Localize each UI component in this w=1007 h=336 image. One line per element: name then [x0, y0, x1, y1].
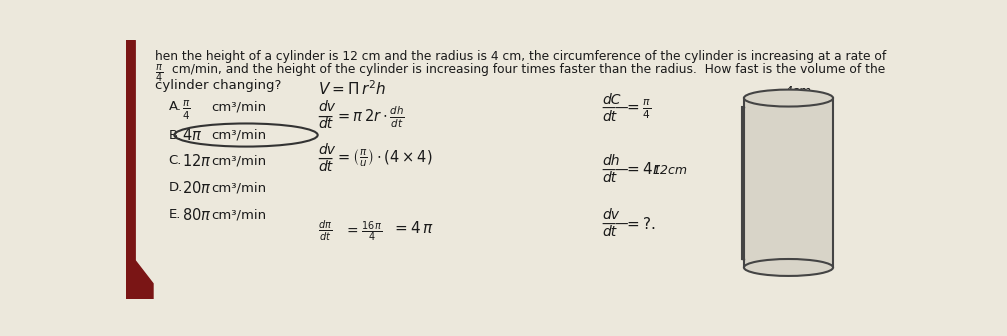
Text: $= 4\,\pi$: $= 4\,\pi$ [392, 220, 434, 236]
Text: E.: E. [168, 208, 181, 221]
Text: $20\pi$: $20\pi$ [182, 180, 212, 196]
Text: $12\pi$: $12\pi$ [182, 153, 212, 169]
Text: $= ?.$: $= ?.$ [624, 216, 657, 232]
Text: $80\pi$: $80\pi$ [182, 207, 212, 223]
Text: ——: —— [601, 217, 628, 232]
Text: $4\pi$: $4\pi$ [182, 127, 202, 143]
Text: —: — [317, 151, 332, 166]
Text: 12cm: 12cm [653, 164, 688, 176]
Text: $\frac{d\pi}{dt}$: $\frac{d\pi}{dt}$ [318, 219, 332, 243]
Text: dt: dt [602, 171, 616, 185]
Text: cm³/min: cm³/min [211, 129, 266, 142]
Text: $= 4r$: $= 4r$ [624, 161, 662, 177]
Text: $= \pi\, 2r \cdot \frac{dh}{dt}$: $= \pi\, 2r \cdot \frac{dh}{dt}$ [335, 105, 405, 130]
Text: cm³/min: cm³/min [211, 154, 266, 167]
Text: $= \frac{16\,\pi}{4}$: $= \frac{16\,\pi}{4}$ [343, 220, 383, 244]
Text: dt: dt [602, 225, 616, 239]
Ellipse shape [744, 259, 833, 276]
Text: C.: C. [168, 154, 182, 167]
Text: cm³/min: cm³/min [211, 208, 266, 221]
Text: dt: dt [602, 111, 616, 124]
Text: $V = \Pi\, r^2 h$: $V = \Pi\, r^2 h$ [318, 79, 386, 97]
Text: $\frac{\pi}{4}$: $\frac{\pi}{4}$ [182, 99, 191, 122]
Text: —: — [317, 109, 332, 124]
Text: B.: B. [168, 129, 181, 142]
Text: $= \frac{\pi}{4}$: $= \frac{\pi}{4}$ [624, 97, 652, 121]
Text: dC: dC [602, 93, 621, 107]
Text: D.: D. [168, 181, 182, 194]
Bar [744, 98, 833, 267]
Text: dt: dt [318, 160, 332, 174]
Polygon shape [126, 40, 153, 299]
Text: ——: —— [601, 102, 628, 116]
Text: dv: dv [318, 143, 335, 157]
Text: dv: dv [602, 208, 619, 222]
Text: $= \left(\frac{\pi}{u}\right) \cdot (4 \times 4)$: $= \left(\frac{\pi}{u}\right) \cdot (4 \… [335, 148, 433, 169]
Text: cylinder changing?: cylinder changing? [155, 79, 282, 92]
Text: A.: A. [168, 100, 181, 113]
Text: dv: dv [318, 100, 335, 114]
Text: dt: dt [318, 117, 332, 131]
Text: cm³/min: cm³/min [211, 181, 266, 194]
Ellipse shape [744, 90, 833, 107]
Text: $\frac{\pi}{4}$: $\frac{\pi}{4}$ [155, 62, 163, 84]
Text: hen the height of a cylinder is 12 cm and the radius is 4 cm, the circumference : hen the height of a cylinder is 12 cm an… [155, 50, 886, 62]
Text: cm³/min: cm³/min [211, 100, 266, 113]
Text: 4cm: 4cm [784, 85, 812, 98]
Text: cm/min, and the height of the cylinder is increasing four times faster than the : cm/min, and the height of the cylinder i… [172, 64, 885, 76]
Text: ——: —— [601, 164, 628, 177]
Text: dh: dh [602, 154, 620, 168]
